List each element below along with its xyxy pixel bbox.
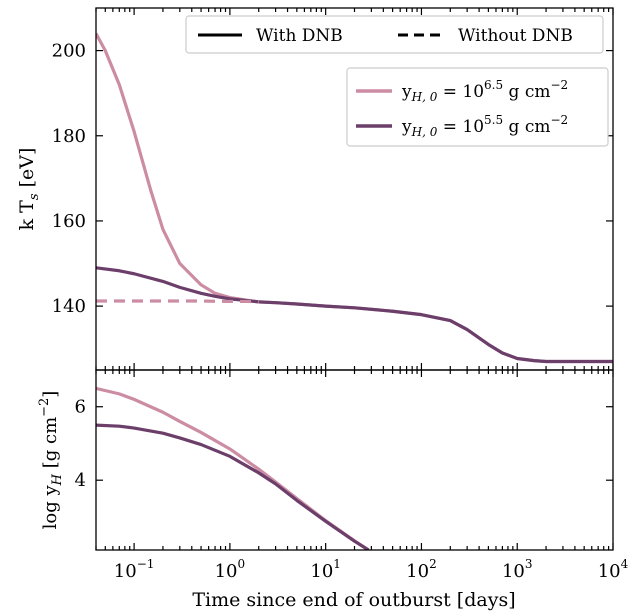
- top-y-axis-label: k Ts​ [eV]: [16, 148, 42, 231]
- x-tick-label: 101: [310, 557, 341, 582]
- bottom-y-axis-label: log yH​ [g cm−2​]: [37, 391, 65, 530]
- top-panel: 140 160 180 200 k Ts​ [eV]: [16, 7, 614, 371]
- x-tick-label: 100: [215, 557, 246, 582]
- series-legend-label-thick: yH, 0 = 106.5 g cm−2: [401, 78, 568, 104]
- top-y-tick-label: 140: [52, 296, 86, 317]
- series-legend: yH, 0 = 106.5 g cm−2 yH, 0 = 105.5 g cm−…: [346, 67, 609, 147]
- bottom-series-line-0: [96, 386, 370, 550]
- bottom-panel: 4 6 10−1 100 101 102 103 104 log yH​ [g cm−2​]: [37, 369, 629, 582]
- bottom-series-group: [96, 386, 370, 550]
- x-tick-label: 10−1: [114, 557, 155, 582]
- style-legend-label-with-dnb: With DNB: [256, 26, 343, 46]
- top-y-tick-label: 180: [52, 126, 86, 147]
- series-legend-frame: [346, 67, 609, 147]
- bottom-y-tick-label: 6: [75, 397, 86, 418]
- top-x-ticks: [95, 8, 614, 370]
- bottom-x-ticks: [95, 370, 614, 550]
- top-series-line-2: [96, 299, 259, 304]
- top-y-tick-label: 160: [52, 211, 86, 232]
- bottom-y-tick-label: 4: [75, 470, 86, 491]
- top-y-tick-label: 200: [52, 41, 86, 62]
- top-series-group: [96, 32, 613, 364]
- x-tick-label: 102: [406, 557, 437, 582]
- x-tick-label: 104: [598, 557, 629, 582]
- style-legend-frame: [185, 15, 604, 54]
- style-legend-label-without-dnb: Without DNB: [458, 26, 573, 46]
- series-legend-label-thin: yH, 0 = 105.5 g cm−2: [401, 113, 568, 139]
- bottom-axes-frame: [95, 369, 614, 551]
- style-legend: With DNB Without DNB: [185, 15, 604, 54]
- bottom-series-line-1: [96, 423, 370, 550]
- x-tick-label: 103: [502, 557, 533, 582]
- x-axis-label: Time since end of outburst [days]: [192, 589, 515, 611]
- top-series-line-1: [96, 266, 613, 364]
- top-axes-frame: [95, 7, 614, 371]
